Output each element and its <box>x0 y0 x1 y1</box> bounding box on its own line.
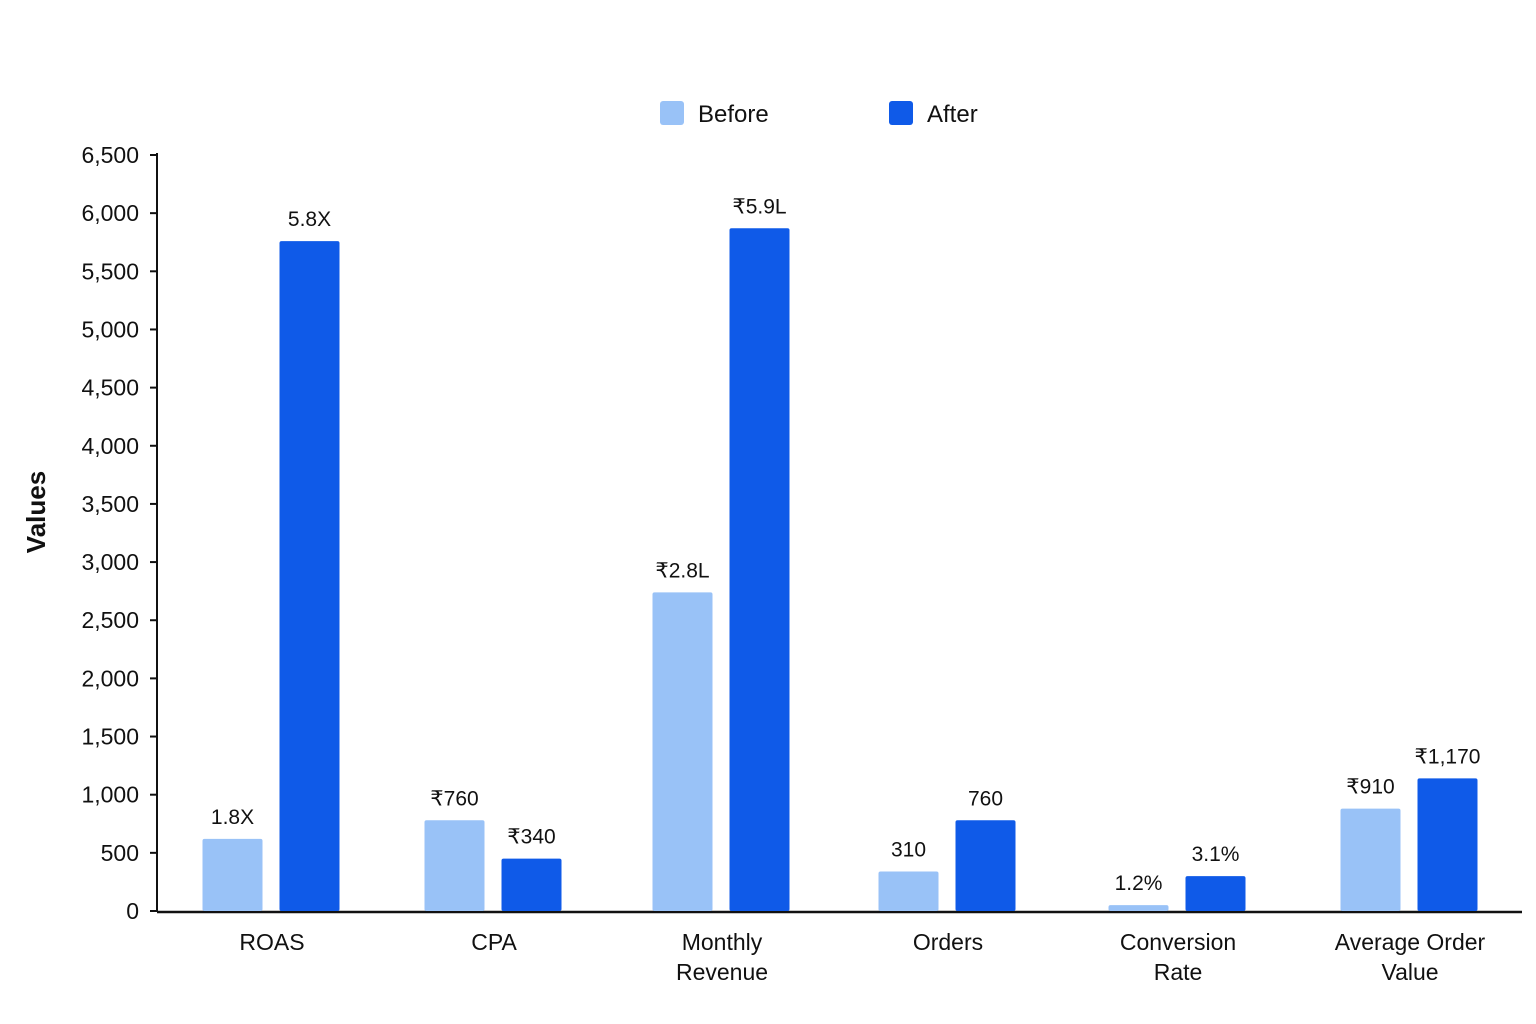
data-label-before: ₹910 <box>1346 776 1394 799</box>
x-category-label-line: Rate <box>1154 959 1203 985</box>
data-label-after: ₹1,170 <box>1415 745 1481 768</box>
data-label-after: 3.1% <box>1192 843 1240 866</box>
x-category-label-line: CPA <box>471 929 517 955</box>
bar-before <box>652 592 713 911</box>
bar-after <box>279 241 340 911</box>
data-label-after: ₹5.9L <box>732 195 786 218</box>
y-tick-label: 4,000 <box>81 433 139 459</box>
x-category-label-line: Monthly <box>682 929 763 955</box>
x-category-label: Average Order Value <box>1335 929 1486 985</box>
legend-swatch-before <box>660 101 684 125</box>
y-tick-label: 6,500 <box>81 142 139 168</box>
y-tick-label: 500 <box>101 840 139 866</box>
y-tick-label: 6,000 <box>81 200 139 226</box>
legend-swatch-after <box>889 101 913 125</box>
bar-before <box>1340 808 1401 911</box>
y-tick-label: 4,500 <box>81 375 139 401</box>
legend: Before After <box>660 101 978 128</box>
data-label-before: 1.8X <box>211 806 254 829</box>
x-category-label-line: Orders <box>913 929 983 955</box>
y-tick-label: 5,500 <box>81 258 139 284</box>
legend-label-after: After <box>927 101 978 128</box>
bar-after <box>501 858 562 911</box>
y-axis-title: Values <box>21 471 51 553</box>
x-category-label: Conversion Rate <box>1120 929 1236 985</box>
data-label-before: 310 <box>891 838 926 861</box>
axes: 0 500 1,000 1,500 2,000 2,500 3,000 3,500 4,000 4… <box>81 142 1522 985</box>
data-labels: 1.8X 5.8X ₹760 ₹340 ₹2.8L ₹5.9L 310 760 1.2% 3.1%… <box>211 195 1481 895</box>
data-label-after: 5.8X <box>288 208 331 231</box>
bar-after <box>955 820 1016 911</box>
y-tick-label: 1,500 <box>81 724 139 750</box>
x-category-label: CPA <box>471 929 517 955</box>
bar-before <box>878 871 939 911</box>
legend-label-before: Before <box>698 101 769 128</box>
y-tick-label: 0 <box>126 898 139 924</box>
bar-before <box>424 820 485 911</box>
x-category-label-line: ROAS <box>239 929 304 955</box>
x-category-label: Monthly Revenue <box>676 929 768 985</box>
bar-after <box>1417 778 1478 911</box>
x-category-label-line: Value <box>1381 959 1438 985</box>
x-category-label-line: Average Order <box>1335 929 1486 955</box>
data-label-after: 760 <box>968 787 1003 810</box>
data-label-after: ₹340 <box>507 826 555 849</box>
y-tick-label: 2,500 <box>81 607 139 633</box>
bar-before <box>1108 905 1169 911</box>
x-category-label: ROAS <box>239 929 304 955</box>
y-tick-label: 3,000 <box>81 549 139 575</box>
data-label-before: ₹760 <box>430 787 478 810</box>
y-tick-label: 1,000 <box>81 782 139 808</box>
data-label-before: ₹2.8L <box>655 559 709 582</box>
bar-before <box>202 838 263 911</box>
y-tick-label: 2,000 <box>81 665 139 691</box>
bar-after <box>1185 876 1246 911</box>
x-category-label: Orders <box>913 929 983 955</box>
data-label-before: 1.2% <box>1115 872 1163 895</box>
bar-after <box>729 228 790 911</box>
y-tick-label: 3,500 <box>81 491 139 517</box>
y-tick-label: 5,000 <box>81 316 139 342</box>
bars <box>202 228 1478 911</box>
x-category-label-line: Revenue <box>676 959 768 985</box>
x-category-label-line: Conversion <box>1120 929 1236 955</box>
